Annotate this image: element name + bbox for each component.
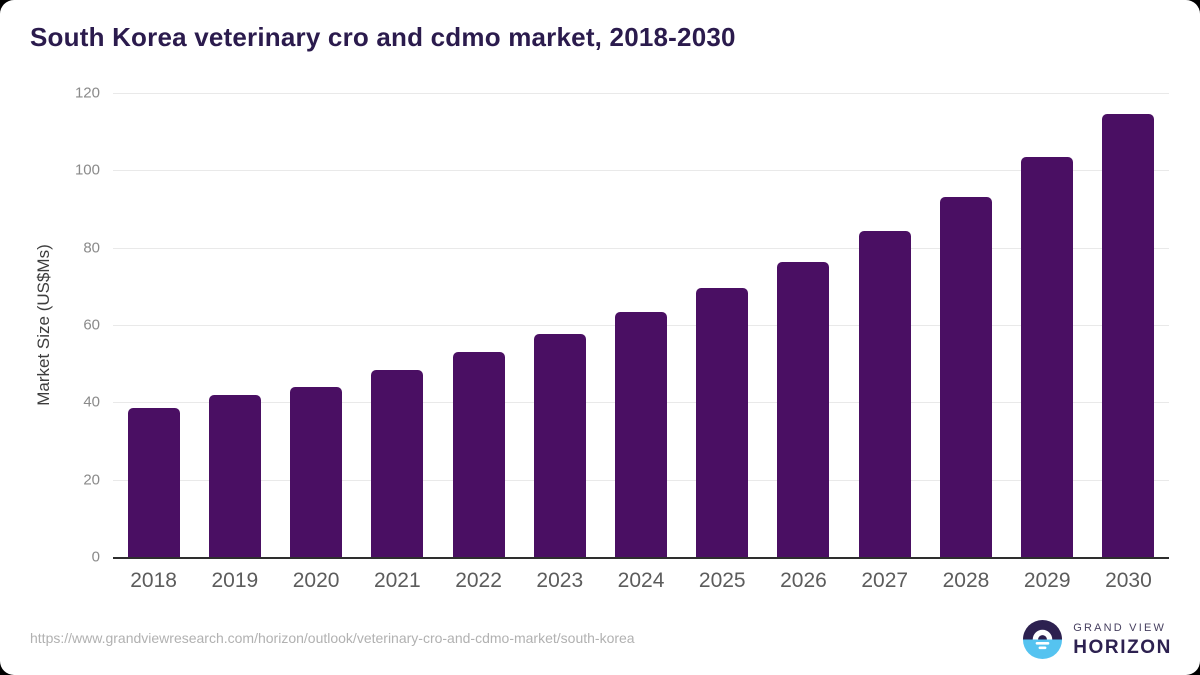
bar-2029[interactable]	[1021, 157, 1074, 557]
x-axis-label-2023: 2023	[536, 569, 584, 592]
bar-2022[interactable]	[452, 352, 505, 557]
bar-slot-2024	[600, 93, 681, 557]
x-axis-label-2026: 2026	[780, 569, 827, 592]
gridline-y-80	[113, 247, 1169, 249]
bar-2030[interactable]	[1102, 113, 1155, 557]
x-axis-labels: 2018 2019 2020 2021 2022 2023 2024 2025 2026 2027…	[113, 569, 1169, 593]
x-axis-label-2018: 2018	[130, 569, 177, 592]
chart-title: South Korea veterinary cro and cdmo mark…	[30, 22, 736, 52]
bar-2024[interactable]	[615, 312, 668, 557]
x-axis-label-2029: 2029	[1023, 569, 1071, 592]
x-axis-label-2025: 2025	[698, 569, 746, 592]
bar-slot-2018	[113, 93, 194, 557]
bar-slot-2026	[763, 93, 844, 557]
bar-2021[interactable]	[371, 370, 424, 557]
bar-2027[interactable]	[858, 231, 911, 557]
bar-slot-2029	[1007, 93, 1088, 557]
gridline-y-100	[113, 170, 1169, 172]
x-axis-label-2028: 2028	[942, 569, 990, 592]
bar-slot-2023	[519, 93, 600, 557]
logo-grand-view: GRAND VIEW	[1073, 621, 1167, 634]
bar-slot-2025	[682, 93, 763, 557]
x-axis-label-2022: 2022	[455, 569, 502, 592]
source-url: https://www.grandviewresearch.com/horizo…	[30, 630, 635, 646]
bar-2026[interactable]	[777, 261, 830, 557]
y-tick-label-20: 20	[83, 471, 100, 489]
y-tick-label-80: 80	[83, 239, 100, 257]
gridline-y-120	[113, 93, 1169, 94]
x-axis-label-2021: 2021	[373, 569, 421, 592]
bar-slot-2027	[844, 93, 925, 557]
bar-slot-2022	[438, 93, 519, 557]
bar-slot-2021	[357, 93, 438, 557]
x-axis-label-2024: 2024	[617, 569, 665, 592]
bar-2019[interactable]	[208, 395, 261, 557]
y-tick-label-0: 0	[91, 548, 100, 566]
bar-2018[interactable]	[127, 408, 180, 557]
x-axis-label-2020: 2020	[292, 569, 340, 592]
bar-slot-2020	[275, 93, 356, 557]
bar-2020[interactable]	[290, 387, 343, 557]
y-tick-label-40: 40	[83, 393, 100, 411]
bar-slot-2019	[194, 93, 275, 557]
plot-area	[113, 93, 1169, 559]
bar-slot-2028	[925, 93, 1006, 557]
y-tick-label-100: 100	[74, 161, 100, 179]
horizon-sun-icon	[1023, 619, 1063, 660]
bar-2025[interactable]	[696, 288, 749, 557]
x-axis-label-2030: 2030	[1105, 569, 1152, 592]
y-axis-tick-labels: 0 20 40 60 80 100 120	[0, 85, 100, 566]
x-axis-label-2019: 2019	[211, 569, 259, 592]
y-tick-label-120: 120	[74, 84, 100, 102]
bar-2028[interactable]	[939, 196, 992, 557]
bar-slot-2030	[1088, 93, 1169, 557]
brand-logo: GRAND VIEW HORIZON	[1021, 618, 1172, 661]
bar-2023[interactable]	[533, 333, 586, 557]
x-axis-label-2027: 2027	[861, 569, 909, 592]
y-tick-label-60: 60	[83, 316, 100, 334]
logo-horizon: HORIZON	[1073, 636, 1172, 658]
logo-wordmark: GRAND VIEW HORIZON	[1073, 621, 1172, 658]
